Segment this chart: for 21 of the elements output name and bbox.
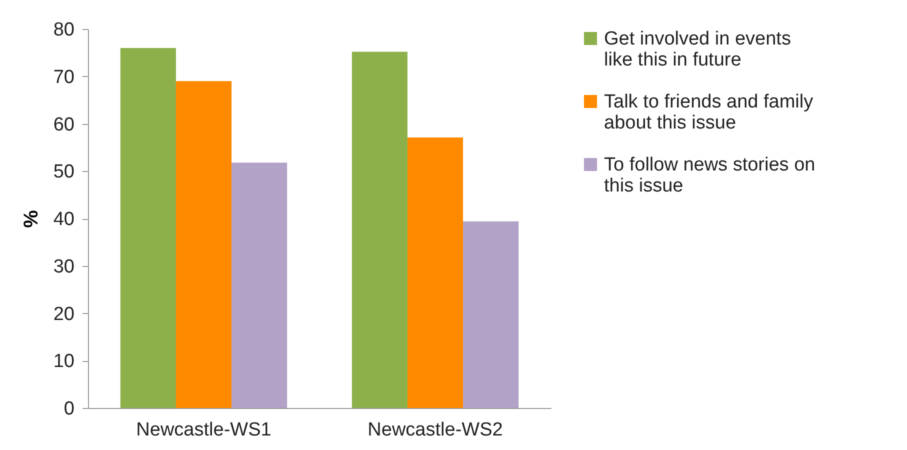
bar	[120, 48, 176, 408]
legend-label: To follow news stories on this issue	[604, 154, 816, 196]
y-axis-title: %	[20, 210, 42, 228]
bar	[352, 52, 408, 408]
legend-label: Talk to friends and family about this issue	[604, 92, 814, 134]
bar	[176, 81, 232, 408]
bar	[407, 137, 464, 408]
y-tick-label: 30	[53, 256, 74, 278]
y-tick-label: 60	[53, 114, 74, 136]
y-tick-label: 80	[53, 20, 74, 40]
legend-label: Get involved in events like this in future	[604, 28, 791, 70]
y-tick-label: 0	[64, 398, 74, 420]
x-tick-label: Newcastle-WS1	[136, 420, 272, 440]
y-tick-label: 10	[53, 351, 74, 372]
y-tick-label: 20	[53, 304, 74, 325]
y-tick-label: 50	[53, 162, 74, 183]
x-tick-label: Newcastle-WS2	[368, 420, 503, 440]
bar	[232, 162, 288, 408]
y-tick-label: 40	[53, 209, 74, 230]
bar	[463, 221, 519, 408]
y-tick-label: 70	[53, 66, 74, 88]
